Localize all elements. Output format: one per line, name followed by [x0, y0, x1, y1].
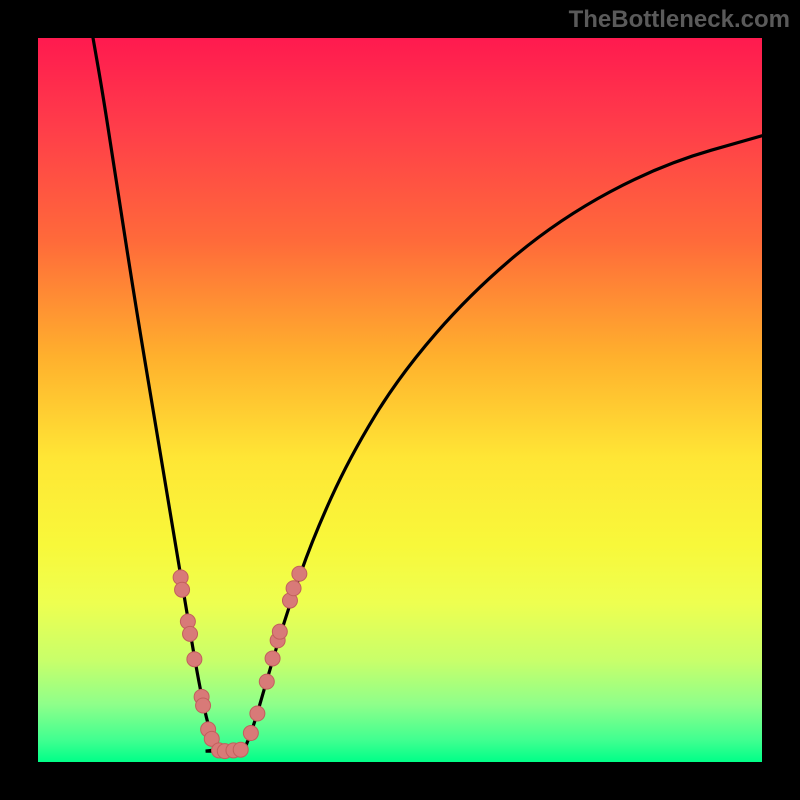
- curve-marker: [272, 624, 287, 639]
- watermark-text: TheBottleneck.com: [569, 6, 790, 34]
- curve-marker: [187, 652, 202, 667]
- curve-marker: [196, 698, 211, 713]
- curve-marker: [175, 582, 190, 597]
- curve-marker: [265, 651, 280, 666]
- bottleneck-chart: TheBottleneck.com: [0, 0, 800, 800]
- curve-marker: [292, 566, 307, 581]
- chart-svg: [0, 0, 800, 800]
- plot-area: [38, 38, 762, 762]
- curve-marker: [286, 581, 301, 596]
- curve-marker: [183, 626, 198, 641]
- curve-marker: [259, 674, 274, 689]
- curve-marker: [233, 742, 248, 757]
- curve-marker: [243, 726, 258, 741]
- curve-marker: [250, 706, 265, 721]
